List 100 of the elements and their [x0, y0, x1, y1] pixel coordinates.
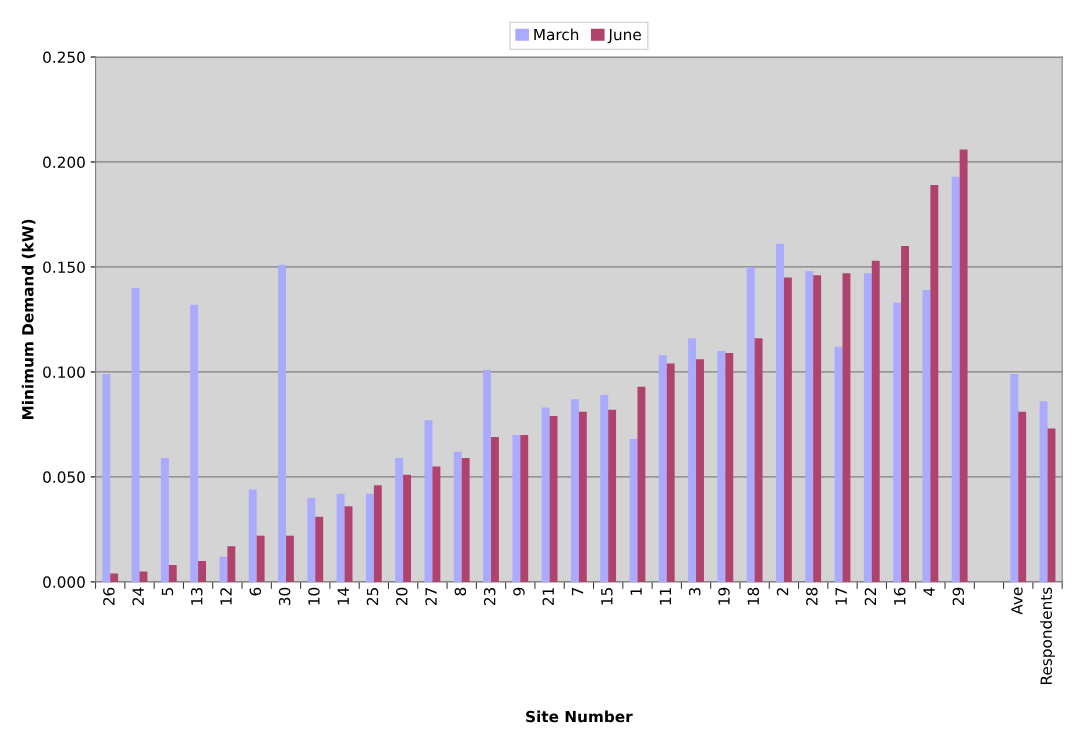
x-tick-label: 19 — [718, 587, 730, 605]
x-tick-label: 2 — [776, 588, 789, 596]
bar — [256, 535, 265, 582]
bar — [336, 493, 345, 582]
bar — [871, 260, 880, 582]
x-tick-label: 26 — [103, 587, 115, 606]
y-tick-label: 0.050 — [43, 471, 85, 483]
bar — [483, 369, 492, 582]
bar — [365, 493, 374, 582]
bar — [959, 149, 968, 582]
bar — [248, 489, 257, 582]
x-tick-label: Ave — [1011, 587, 1023, 615]
bar — [578, 411, 587, 582]
bar — [813, 275, 822, 582]
bar — [512, 434, 521, 582]
bar — [102, 374, 111, 582]
bar — [168, 565, 177, 582]
bar — [600, 395, 609, 582]
x-tick-label: 11 — [659, 588, 671, 605]
bar — [373, 485, 382, 582]
y-tick-label: 0.100 — [43, 366, 85, 378]
x-tick-label: 1 — [630, 588, 642, 595]
bar — [315, 516, 324, 582]
x-tick-label: Respondents — [1040, 587, 1055, 684]
bar — [608, 409, 617, 582]
bar — [754, 338, 763, 582]
x-tick-label: 27 — [425, 588, 437, 606]
x-tick-label: 10 — [308, 587, 320, 605]
bar — [491, 437, 499, 582]
x-tick-label: 9 — [513, 587, 525, 596]
bar — [190, 304, 199, 582]
bar — [863, 273, 872, 582]
bar — [219, 556, 228, 582]
x-tick-label: 8 — [454, 587, 467, 596]
x-tick-label: 17 — [835, 588, 847, 605]
x-axis-title: Site Number — [526, 710, 633, 723]
bar — [160, 458, 169, 582]
bar — [666, 363, 675, 582]
bar — [783, 277, 792, 582]
bar — [930, 185, 939, 582]
x-tick-label: 18 — [747, 587, 760, 605]
y-tick-label: 0.000 — [43, 576, 85, 588]
x-tick-label: 22 — [864, 588, 877, 606]
x-tick-label: 30 — [278, 587, 291, 606]
x-tick-label: 24 — [132, 587, 144, 606]
bar — [901, 245, 909, 582]
legend-label: March — [534, 28, 579, 41]
x-tick-label: 4 — [923, 587, 935, 596]
bar — [453, 451, 462, 582]
bar — [570, 399, 579, 582]
bar — [1010, 374, 1019, 582]
bar — [746, 266, 755, 582]
bar — [432, 466, 441, 582]
bar — [307, 497, 316, 582]
bar — [285, 535, 294, 582]
x-tick-label: 15 — [601, 588, 613, 605]
bar — [776, 243, 784, 582]
bar — [198, 560, 207, 582]
bar — [403, 474, 412, 582]
x-tick-label: 14 — [337, 587, 349, 605]
bar — [725, 353, 734, 582]
bar — [922, 290, 931, 582]
x-tick-label: 20 — [396, 587, 408, 606]
y-tick-label: 0.150 — [43, 261, 85, 273]
bar — [1039, 401, 1048, 582]
bar — [461, 458, 470, 582]
x-tick-label: 29 — [952, 587, 965, 606]
x-tick-label: 12 — [220, 588, 232, 605]
bar — [278, 264, 286, 582]
x-tick-label: 5 — [161, 588, 174, 596]
bar — [395, 458, 404, 582]
bar — [637, 386, 646, 582]
bar — [1018, 411, 1027, 582]
bar — [717, 350, 726, 582]
legend-label: June — [607, 28, 641, 44]
x-tick-label: 28 — [806, 587, 818, 606]
x-tick-label: 21 — [542, 588, 554, 606]
x-tick-label: 16 — [893, 587, 906, 605]
bar — [110, 573, 119, 582]
x-tick-label: 6 — [249, 587, 262, 596]
bar — [520, 434, 529, 582]
bar — [696, 359, 704, 582]
bar — [227, 546, 236, 582]
y-tick-label: 0.250 — [43, 51, 85, 64]
bar — [893, 302, 902, 582]
bar — [805, 271, 814, 582]
bar — [834, 346, 843, 582]
x-tick-label: 23 — [483, 587, 496, 606]
bar — [139, 571, 148, 582]
bar — [131, 287, 140, 582]
y-axis-title: Minimum Demand (kW) — [21, 219, 36, 420]
y-tick-label: 0.200 — [43, 156, 85, 169]
bar — [688, 338, 697, 582]
x-tick-label: 7 — [571, 588, 584, 596]
x-tick-label: 25 — [366, 588, 379, 606]
bar — [658, 355, 667, 582]
x-tick-label: 13 — [190, 587, 203, 605]
bar — [541, 407, 550, 582]
bar — [951, 176, 960, 582]
x-tick-label: 3 — [688, 587, 701, 596]
